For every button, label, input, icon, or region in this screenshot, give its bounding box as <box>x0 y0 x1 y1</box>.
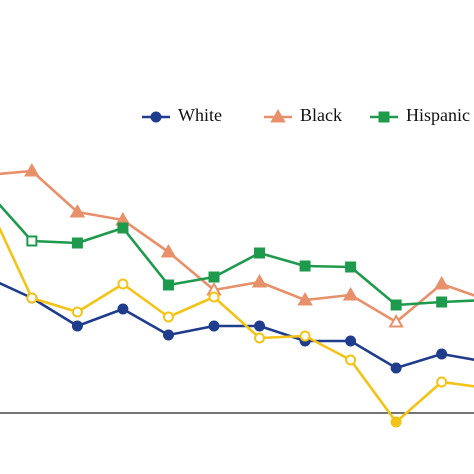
marker <box>117 278 129 290</box>
legend-label: White <box>178 105 222 125</box>
marker <box>208 320 220 332</box>
series-line <box>0 169 474 324</box>
marker <box>436 376 448 388</box>
marker <box>342 286 359 301</box>
marker <box>436 296 448 308</box>
marker <box>390 299 402 311</box>
marker <box>117 303 129 315</box>
legend-marker <box>270 108 286 123</box>
marker <box>254 332 266 344</box>
marker <box>71 320 83 332</box>
marker <box>345 261 357 273</box>
marker <box>254 320 266 332</box>
marker <box>388 313 404 328</box>
marker <box>26 235 38 247</box>
marker <box>26 292 38 304</box>
series-line <box>0 226 474 424</box>
marker <box>390 362 402 374</box>
marker <box>24 162 40 177</box>
marker <box>162 279 174 291</box>
marker <box>162 329 174 341</box>
legend-marker <box>150 111 162 123</box>
marker <box>297 291 313 306</box>
series-line <box>0 281 474 370</box>
marker <box>162 311 174 323</box>
marker <box>208 271 220 283</box>
marker <box>208 291 220 303</box>
marker <box>71 306 83 318</box>
marker <box>254 247 266 259</box>
legend-label: Hispanic <box>406 105 470 125</box>
marker <box>345 335 357 347</box>
marker <box>345 354 357 366</box>
marker <box>433 275 450 290</box>
marker <box>251 273 268 288</box>
marker <box>299 260 311 272</box>
legend-marker <box>378 111 390 123</box>
marker <box>436 348 448 360</box>
legend-label: Black <box>300 105 342 125</box>
series-line <box>0 203 474 307</box>
marker <box>117 222 129 234</box>
marker <box>390 416 402 428</box>
marker <box>160 243 177 258</box>
marker <box>69 203 86 218</box>
marker <box>71 237 83 249</box>
marker <box>299 330 311 342</box>
